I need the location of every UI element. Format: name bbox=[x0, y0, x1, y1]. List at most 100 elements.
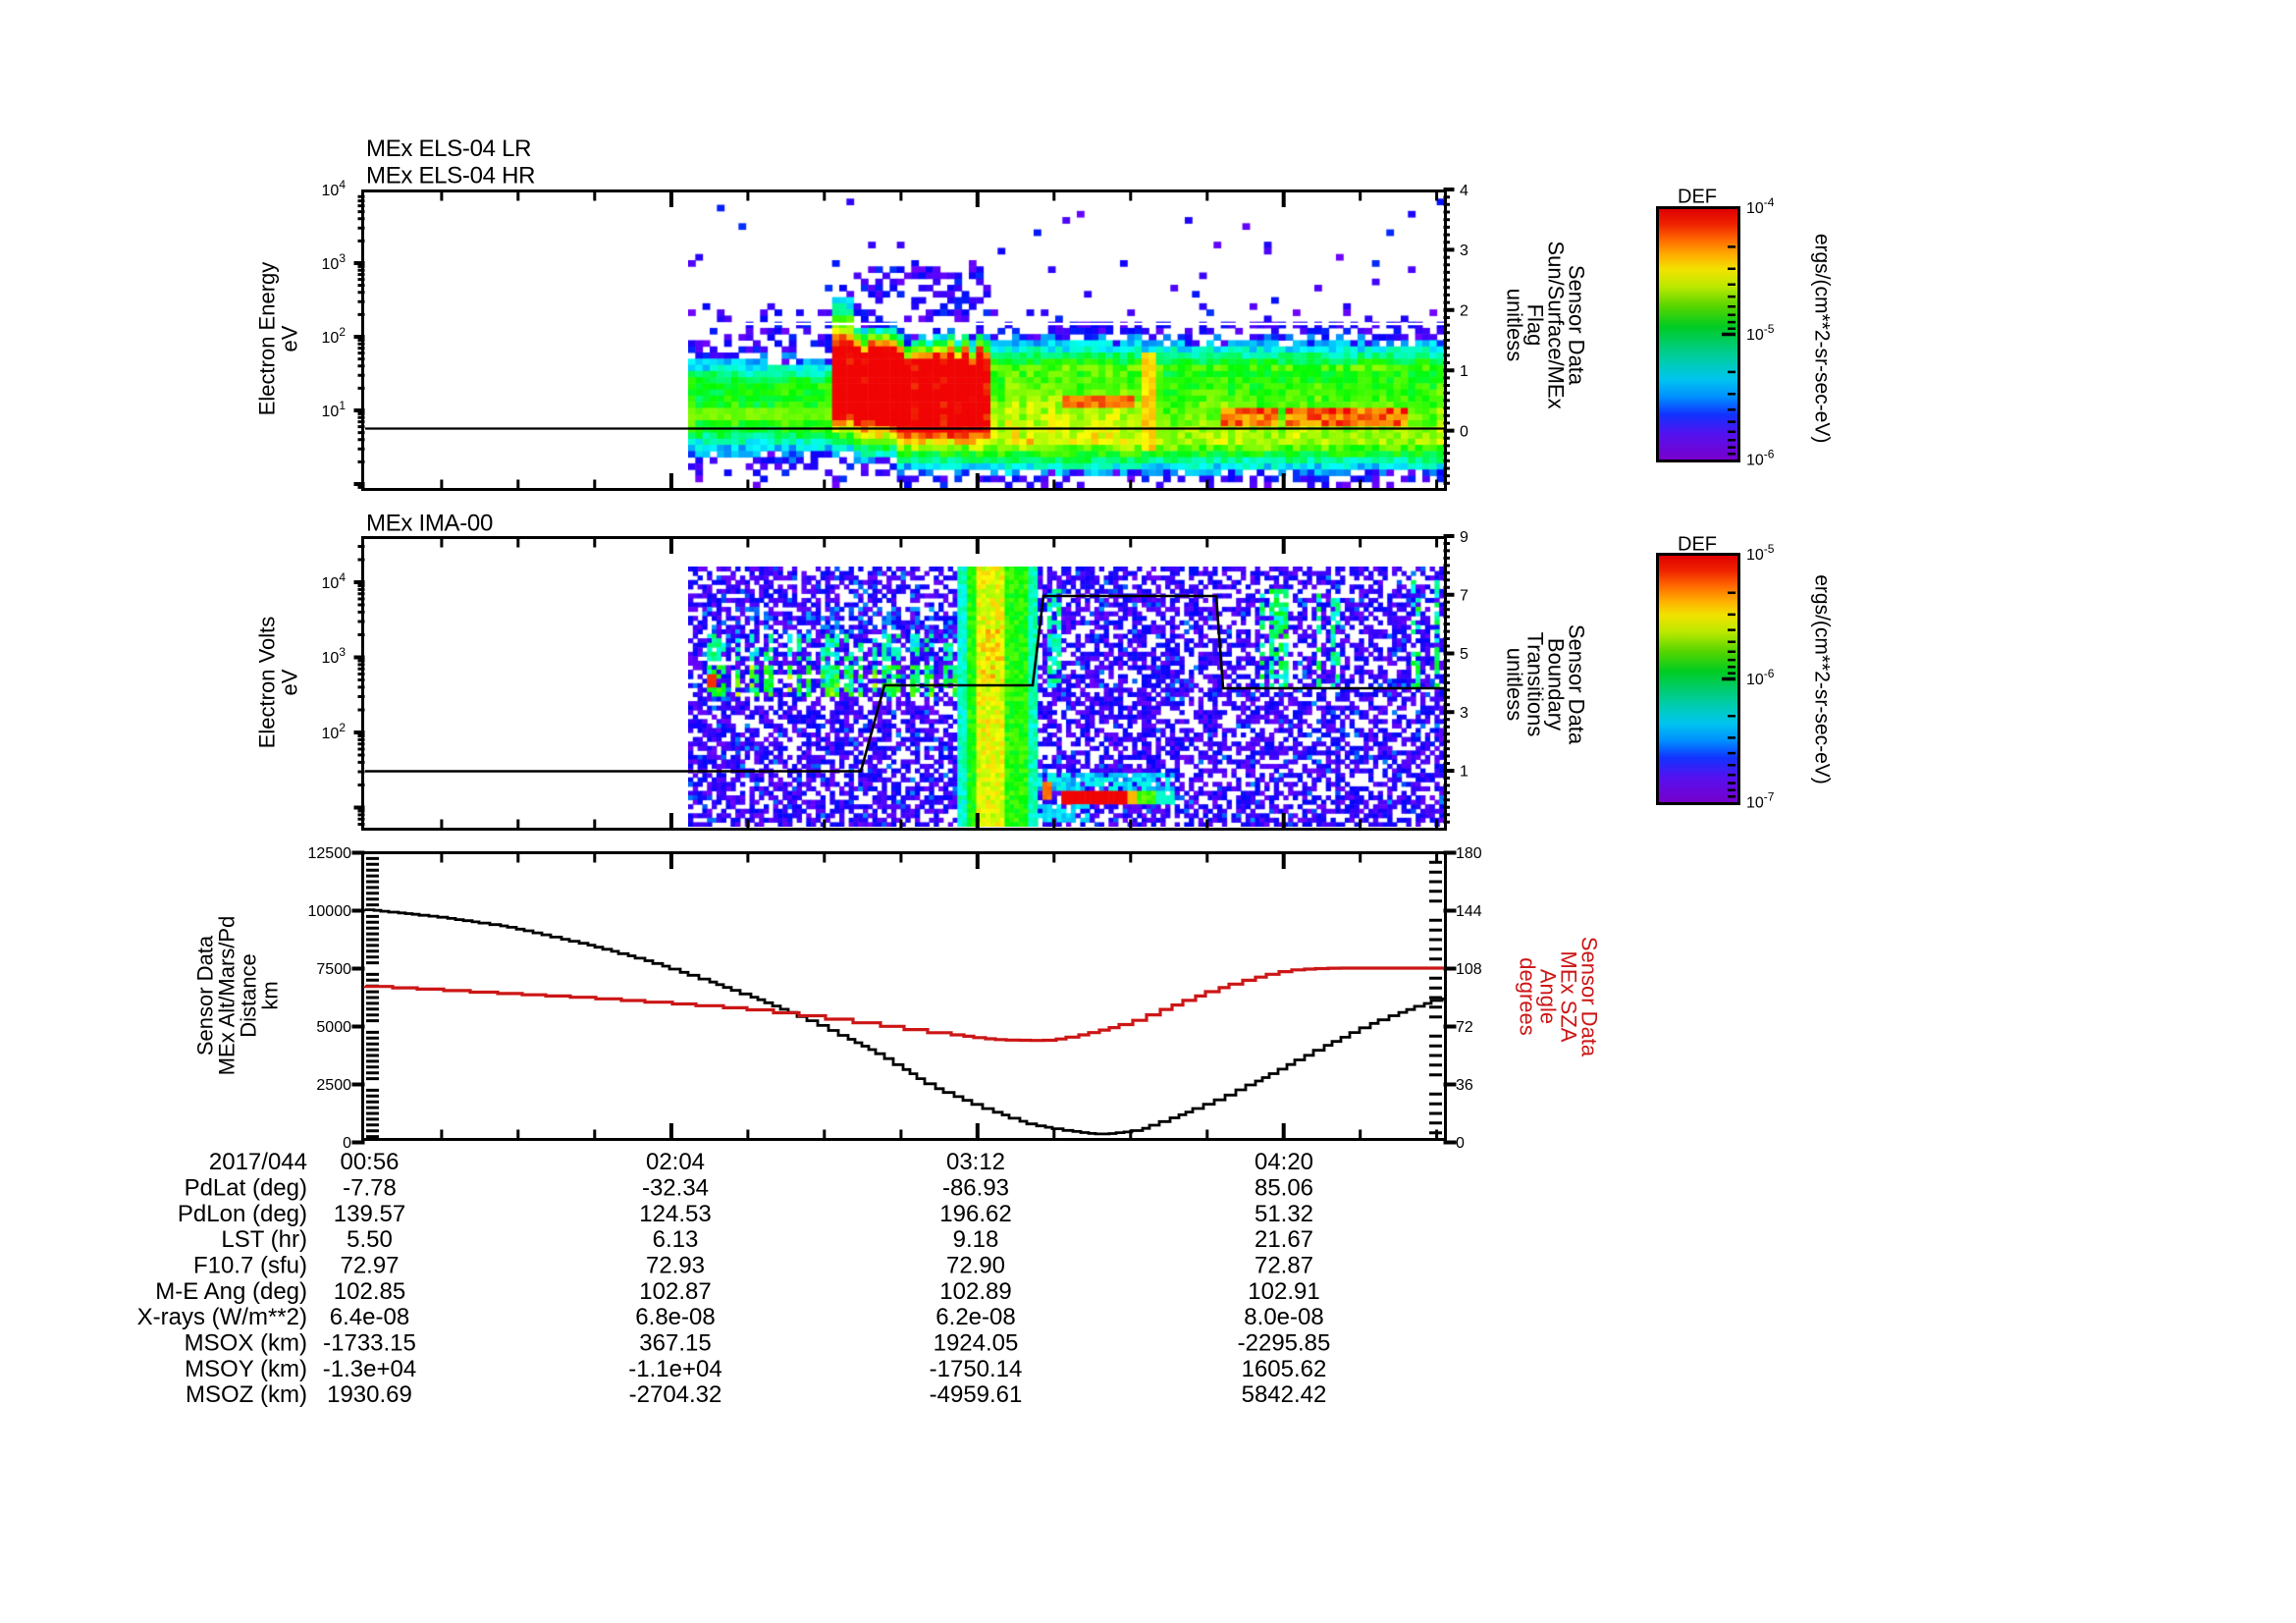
svg-text:10-6: 10-6 bbox=[1746, 448, 1775, 469]
svg-text:104: 104 bbox=[322, 570, 347, 592]
svg-text:km: km bbox=[258, 981, 283, 1009]
svg-text:3: 3 bbox=[1460, 243, 1468, 259]
svg-text:2: 2 bbox=[1460, 303, 1468, 320]
svg-text:104: 104 bbox=[322, 178, 347, 199]
svg-text:144: 144 bbox=[1456, 903, 1482, 920]
svg-text:3: 3 bbox=[1460, 705, 1468, 722]
svg-text:Distance: Distance bbox=[237, 953, 261, 1038]
svg-text:9: 9 bbox=[1460, 529, 1468, 546]
svg-text:10-5: 10-5 bbox=[1746, 542, 1775, 564]
svg-text:M-E Ang (deg): M-E Ang (deg) bbox=[155, 1278, 307, 1305]
svg-text:72.93: 72.93 bbox=[646, 1253, 705, 1279]
svg-text:-1733.15: -1733.15 bbox=[323, 1330, 416, 1357]
svg-text:-4959.61: -4959.61 bbox=[930, 1381, 1023, 1408]
svg-text:6.13: 6.13 bbox=[653, 1226, 699, 1253]
svg-text:-1750.14: -1750.14 bbox=[930, 1356, 1023, 1382]
svg-text:10-7: 10-7 bbox=[1746, 790, 1775, 812]
svg-text:Sensor Data: Sensor Data bbox=[1577, 937, 1602, 1057]
svg-text:Electron Volts: Electron Volts bbox=[255, 617, 280, 749]
svg-text:DEF: DEF bbox=[1678, 187, 1717, 208]
svg-text:5: 5 bbox=[1460, 646, 1468, 663]
svg-text:1605.62: 1605.62 bbox=[1242, 1356, 1327, 1382]
svg-text:-2704.32: -2704.32 bbox=[629, 1381, 722, 1408]
svg-text:4: 4 bbox=[1460, 183, 1468, 199]
svg-text:72.97: 72.97 bbox=[340, 1253, 399, 1279]
svg-text:Sun/Surface/MEx: Sun/Surface/MEx bbox=[1544, 241, 1569, 408]
svg-text:Sensor Data: Sensor Data bbox=[1565, 265, 1589, 386]
svg-text:72.90: 72.90 bbox=[946, 1253, 1005, 1279]
svg-text:10000: 10000 bbox=[308, 903, 352, 920]
svg-text:Transitions: Transitions bbox=[1523, 632, 1548, 737]
svg-text:PdLat (deg): PdLat (deg) bbox=[185, 1175, 307, 1202]
svg-text:367.15: 367.15 bbox=[639, 1330, 711, 1357]
svg-text:8.0e-08: 8.0e-08 bbox=[1244, 1304, 1323, 1330]
svg-text:5000: 5000 bbox=[316, 1019, 351, 1036]
svg-text:-1.1e+04: -1.1e+04 bbox=[628, 1356, 721, 1382]
svg-text:MSOZ (km): MSOZ (km) bbox=[186, 1381, 307, 1408]
svg-text:2500: 2500 bbox=[316, 1077, 351, 1094]
svg-text:04:20: 04:20 bbox=[1255, 1149, 1313, 1175]
svg-text:Flag: Flag bbox=[1523, 304, 1548, 347]
svg-text:-2295.85: -2295.85 bbox=[1238, 1330, 1331, 1357]
svg-text:102.91: 102.91 bbox=[1248, 1278, 1319, 1305]
svg-text:9.18: 9.18 bbox=[953, 1226, 999, 1253]
svg-text:101: 101 bbox=[322, 399, 347, 420]
svg-text:00:56: 00:56 bbox=[340, 1149, 399, 1175]
svg-text:Electron Energy: Electron Energy bbox=[255, 262, 280, 416]
svg-text:Sensor Data: Sensor Data bbox=[1565, 624, 1589, 745]
svg-text:7500: 7500 bbox=[316, 961, 351, 978]
svg-text:ergs/(cm**2-sr-sec-eV): ergs/(cm**2-sr-sec-eV) bbox=[1811, 574, 1834, 784]
svg-text:MEx ELS-04 HR: MEx ELS-04 HR bbox=[366, 163, 535, 189]
svg-text:Boundary: Boundary bbox=[1544, 638, 1569, 730]
svg-text:1930.69: 1930.69 bbox=[327, 1381, 412, 1408]
svg-text:0: 0 bbox=[1456, 1135, 1465, 1152]
svg-text:196.62: 196.62 bbox=[939, 1201, 1011, 1227]
svg-text:eV: eV bbox=[278, 669, 302, 695]
svg-text:12500: 12500 bbox=[308, 845, 352, 862]
svg-text:unitless: unitless bbox=[1503, 289, 1527, 362]
svg-text:-86.93: -86.93 bbox=[942, 1175, 1009, 1202]
svg-text:36: 36 bbox=[1456, 1077, 1473, 1094]
svg-text:103: 103 bbox=[322, 645, 347, 667]
svg-text:1: 1 bbox=[1460, 363, 1468, 380]
svg-text:Angle: Angle bbox=[1536, 969, 1561, 1024]
svg-text:6.2e-08: 6.2e-08 bbox=[935, 1304, 1015, 1330]
svg-text:degrees: degrees bbox=[1516, 957, 1540, 1036]
svg-text:108: 108 bbox=[1456, 961, 1482, 978]
svg-text:ergs/(cm**2-sr-sec-eV): ergs/(cm**2-sr-sec-eV) bbox=[1811, 234, 1834, 444]
svg-text:72: 72 bbox=[1456, 1019, 1473, 1036]
svg-text:10-4: 10-4 bbox=[1746, 195, 1775, 217]
svg-text:102.85: 102.85 bbox=[334, 1278, 405, 1305]
svg-text:6.8e-08: 6.8e-08 bbox=[635, 1304, 715, 1330]
svg-text:MEx ELS-04 LR: MEx ELS-04 LR bbox=[366, 135, 531, 162]
svg-text:F10.7 (sfu): F10.7 (sfu) bbox=[193, 1253, 307, 1279]
svg-text:5842.42: 5842.42 bbox=[1242, 1381, 1327, 1408]
svg-text:MEx IMA-00: MEx IMA-00 bbox=[366, 511, 493, 537]
svg-text:10-5: 10-5 bbox=[1746, 322, 1775, 344]
svg-text:Sensor Data: Sensor Data bbox=[193, 935, 218, 1055]
svg-text:102.89: 102.89 bbox=[939, 1278, 1011, 1305]
svg-text:124.53: 124.53 bbox=[639, 1201, 711, 1227]
svg-text:139.57: 139.57 bbox=[334, 1201, 405, 1227]
svg-text:102: 102 bbox=[322, 325, 347, 347]
svg-text:eV: eV bbox=[278, 325, 302, 352]
svg-text:85.06: 85.06 bbox=[1255, 1175, 1313, 1202]
svg-text:102: 102 bbox=[322, 721, 347, 742]
svg-text:1924.05: 1924.05 bbox=[934, 1330, 1019, 1357]
svg-text:unitless: unitless bbox=[1503, 648, 1527, 722]
svg-text:102.87: 102.87 bbox=[639, 1278, 711, 1305]
svg-text:MEx Alt/Mars/Pd: MEx Alt/Mars/Pd bbox=[215, 916, 240, 1076]
svg-text:1: 1 bbox=[1460, 764, 1468, 781]
svg-text:180: 180 bbox=[1456, 845, 1482, 862]
svg-text:103: 103 bbox=[322, 251, 347, 273]
svg-text:DEF: DEF bbox=[1678, 534, 1717, 556]
svg-text:02:04: 02:04 bbox=[646, 1149, 705, 1175]
svg-text:MSOX (km): MSOX (km) bbox=[185, 1330, 307, 1357]
svg-text:03:12: 03:12 bbox=[946, 1149, 1005, 1175]
svg-text:PdLon (deg): PdLon (deg) bbox=[178, 1201, 307, 1227]
svg-text:5.50: 5.50 bbox=[347, 1226, 393, 1253]
svg-text:7: 7 bbox=[1460, 588, 1468, 605]
svg-text:LST (hr): LST (hr) bbox=[221, 1226, 307, 1253]
svg-text:51.32: 51.32 bbox=[1255, 1201, 1313, 1227]
svg-text:X-rays (W/m**2): X-rays (W/m**2) bbox=[137, 1304, 307, 1330]
